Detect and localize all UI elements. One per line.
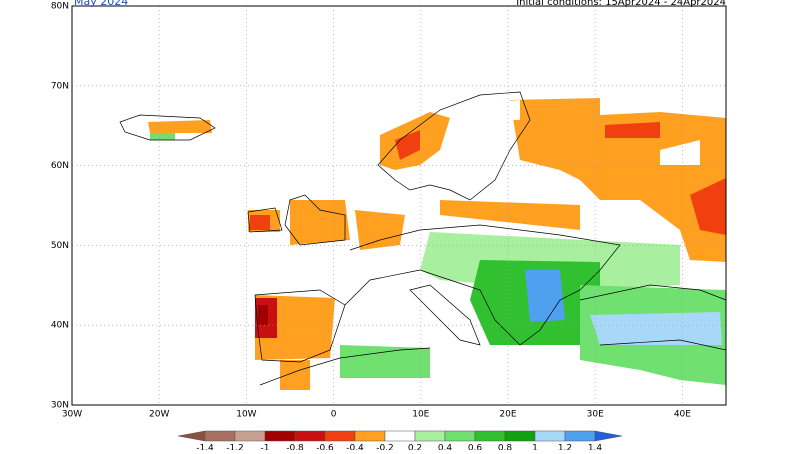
lon-label: 20E — [499, 410, 516, 420]
colorbar-label: -1.2 — [226, 444, 244, 451]
colorbar-box — [264, 430, 296, 442]
colorbar-box — [324, 430, 356, 442]
lat-label: 80N — [51, 2, 69, 12]
colorbar-label: 0.8 — [498, 444, 513, 451]
colorbar-label: -0.4 — [346, 444, 364, 451]
colorbar-label: 0.4 — [438, 444, 453, 451]
colorbar-label: 1 — [532, 444, 538, 451]
colorbar-box — [474, 430, 506, 442]
colorbar-label: 0.6 — [468, 444, 483, 451]
lon-label: 0 — [331, 410, 337, 420]
colorbar-box — [294, 430, 326, 442]
colorbar-label: 1.4 — [588, 444, 603, 451]
colorbar-box — [534, 430, 566, 442]
subtitle: Initial conditions: 15Apr2024 - 24Apr202… — [516, 0, 726, 8]
coastlines — [119, 91, 727, 386]
colorbar-label: 0.2 — [408, 444, 422, 451]
colorbar-box — [354, 430, 386, 442]
lon-label: 30W — [62, 410, 82, 420]
lat-label: 50N — [51, 241, 69, 251]
lat-label: 40N — [51, 321, 69, 331]
colorbar-arrow — [177, 430, 206, 442]
lon-label: 10E — [412, 410, 429, 420]
lat-label: 60N — [51, 161, 69, 171]
colorbar-label: -0.8 — [286, 444, 304, 451]
colorbar-label: -1 — [261, 444, 270, 451]
colorbar-box — [234, 430, 266, 442]
colorbar-box — [414, 430, 446, 442]
lat-label: 30N — [51, 401, 69, 411]
colorbar-box — [204, 430, 236, 442]
map-frame — [71, 5, 727, 406]
colorbar-box — [564, 430, 596, 442]
lat-label: 70N — [51, 81, 69, 91]
anomaly-patches — [148, 98, 726, 390]
colorbar-box — [384, 430, 416, 442]
colorbar-box — [444, 430, 476, 442]
lon-label: 10W — [236, 410, 256, 420]
colorbar-label: -0.2 — [376, 444, 394, 451]
title: May 2024 — [74, 0, 128, 8]
lon-label: 30E — [587, 410, 604, 420]
lon-label: 40E — [674, 410, 691, 420]
colorbar: -1.4 -1.2 -1 -0.8 -0.6 -0.4 -0.2 0.2 0.4 0.6 0.8 1 1… — [177, 430, 623, 454]
colorbar-label: 1.2 — [558, 444, 572, 451]
colorbar-box — [504, 430, 536, 442]
lon-label: 20W — [149, 410, 169, 420]
colorbar-label: -1.4 — [196, 444, 214, 451]
colorbar-label: -0.6 — [316, 444, 334, 451]
colorbar-arrow — [594, 430, 623, 442]
